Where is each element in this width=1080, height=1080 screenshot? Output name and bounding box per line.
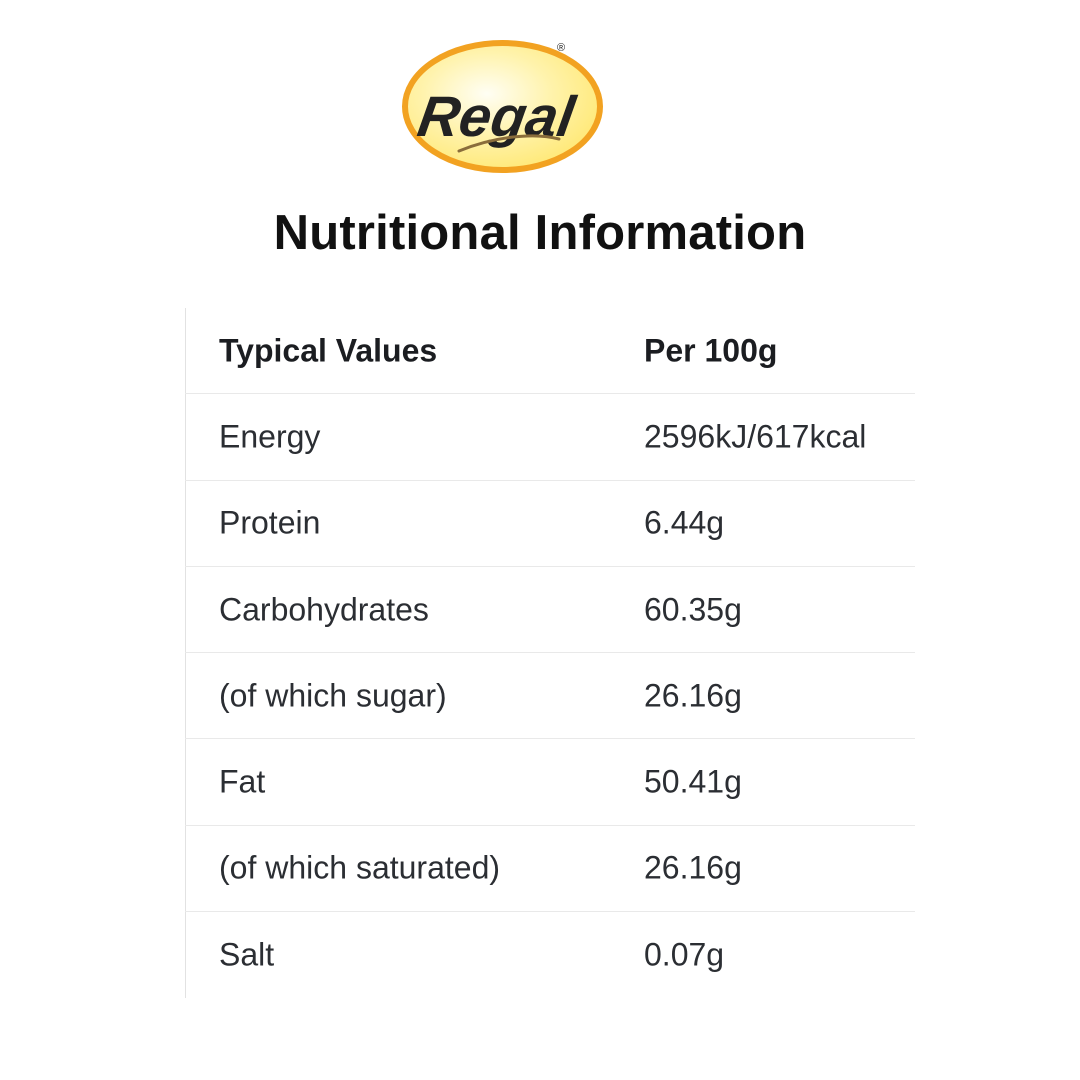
svg-text:®: ® [557,42,565,54]
